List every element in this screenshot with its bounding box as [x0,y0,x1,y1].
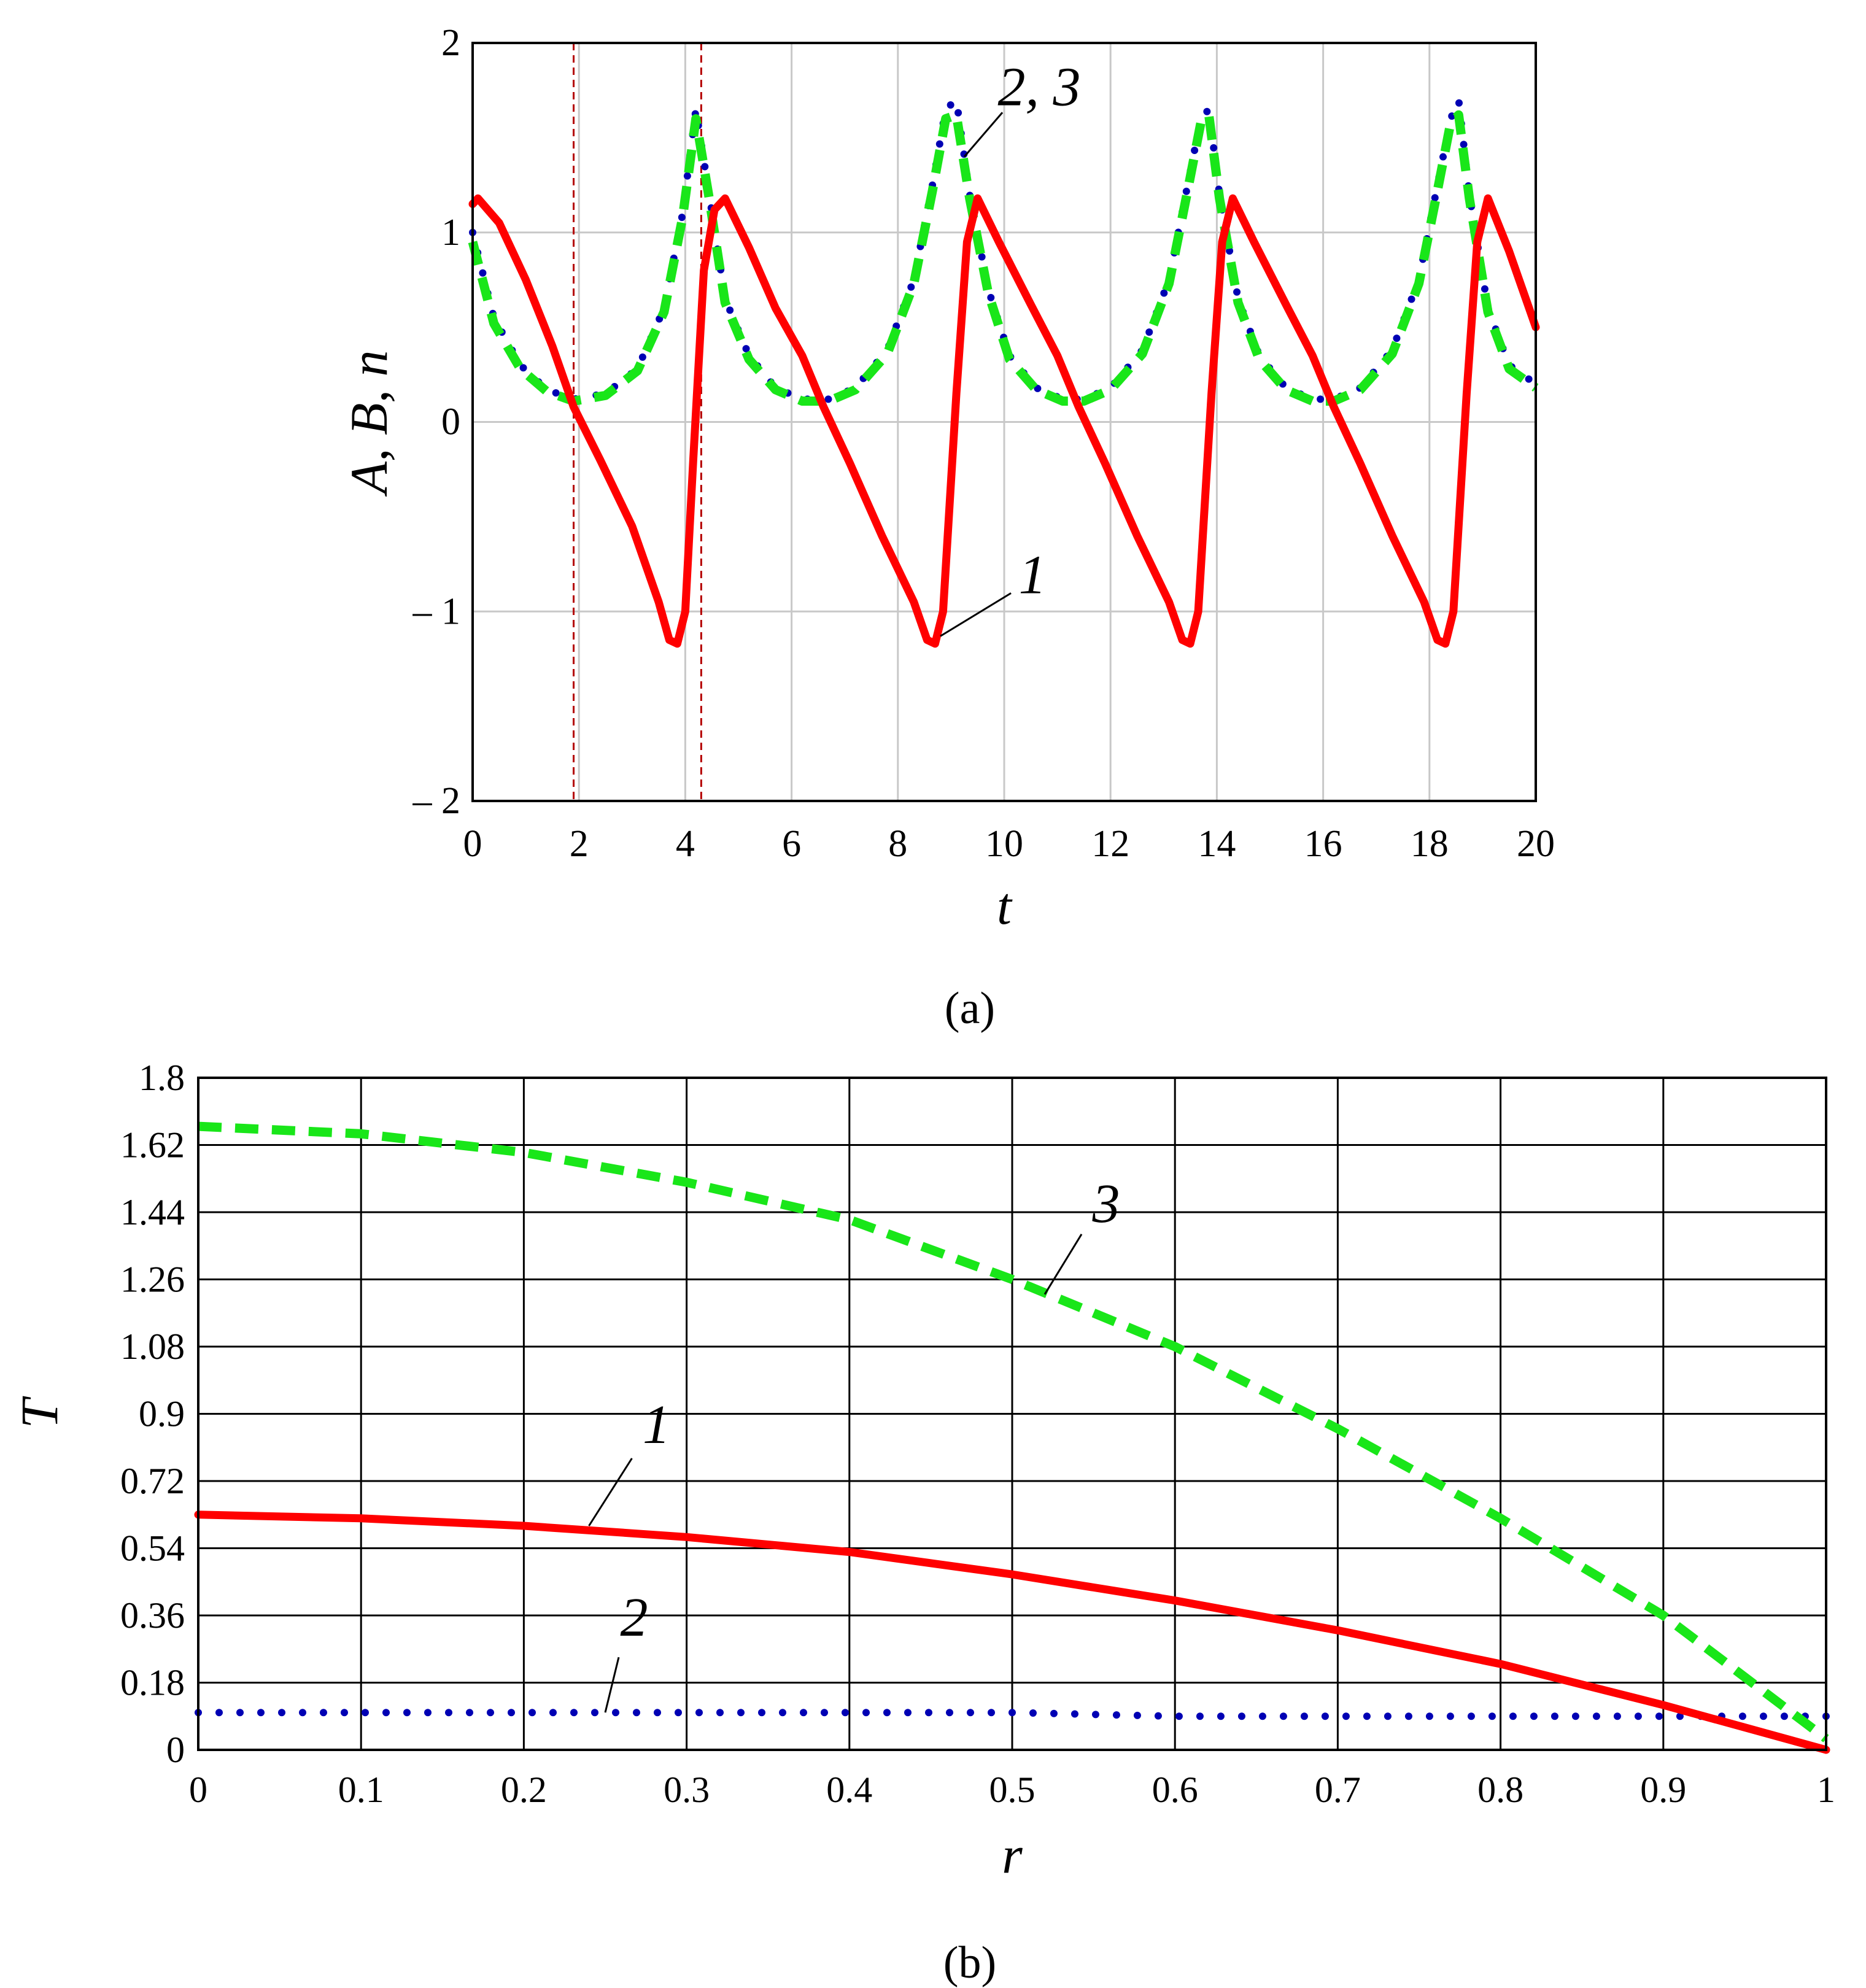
x-tick-label: 0 [463,823,482,865]
x-tick-label: 0.7 [1315,1769,1361,1810]
y-tick-label: 0.72 [120,1461,185,1501]
annotation-leader [604,1657,620,1713]
series-2-line [195,1709,1830,1720]
x-tick-label: 8 [888,823,907,865]
curve-label-3: 3 [1092,1174,1120,1234]
series-1-line [194,1510,1830,1754]
y-tick-label: 0.9 [139,1394,185,1434]
x-tick-label: 0.8 [1477,1769,1523,1810]
x-tick-label: 10 [985,823,1023,865]
x-tick-label: 20 [1517,823,1555,865]
y-tick-label: 0.54 [120,1528,185,1569]
y-tick-label: 0.36 [120,1595,185,1636]
x-tick-label: 12 [1091,823,1129,865]
series-3-line [468,110,1539,406]
curve-label-1: 1 [643,1394,670,1455]
x-tick-label: 4 [676,823,695,865]
annotation-leader [963,112,1004,158]
x-tick-label: 18 [1411,823,1449,865]
x-tick-label: 0.9 [1640,1769,1686,1810]
x-tick-label: 1 [1817,1769,1835,1810]
y-tick-label: 2 [441,22,460,64]
x-tick-label: 6 [782,823,801,865]
x-tick-label: 2 [570,823,589,865]
y-tick-label: 1.62 [120,1125,185,1166]
y-tick-label: 1.44 [120,1192,185,1232]
x-tick-label: 16 [1304,823,1342,865]
plot-frame [197,1077,1827,1751]
x-tick-label: 0.3 [664,1769,710,1810]
y-axis-label: A, B, n [339,350,398,497]
annotation-leader [1043,1234,1083,1295]
caption-a: (a) [945,983,995,1034]
chart-b: 0 0.1 0.2 0.3 0.4 0.5 0.6 0.7 0.8 0.9 1 0 0.18 0.36 0.… [10,1058,1835,1884]
y-tick-label: – 2 [412,780,461,822]
x-tick-label: 0 [189,1769,207,1810]
x-tick-label: 0.5 [989,1769,1036,1810]
x-tick-label: 14 [1198,823,1236,865]
caption-b: (b) [943,1938,996,1988]
series-1-line [468,194,1540,648]
y-tick-label: 0 [166,1730,185,1770]
y-tick-label: 1.8 [139,1058,185,1098]
curve-label-2: 2 [621,1587,648,1648]
series-3-line [198,1121,1829,1742]
y-tick-label: 0 [441,401,460,443]
y-tick-label: 1.08 [120,1326,185,1367]
y-tick-label: 1 [441,212,460,253]
curve-label-2--3: 2, 3 [998,56,1081,117]
x-tick-label: 0.2 [501,1769,547,1810]
y-tick-label: 0.18 [120,1663,185,1703]
plot-frame [471,42,1537,802]
x-axis-label: r [1002,1825,1023,1884]
x-tick-label: 0.6 [1152,1769,1198,1810]
y-tick-label: 1.26 [120,1259,185,1300]
y-tick-label: – 1 [412,590,461,632]
x-tick-label: 0.4 [826,1769,872,1810]
y-axis-label: T [10,1396,69,1428]
annotation-leader [588,1458,633,1526]
curve-label-1: 1 [1019,544,1047,605]
annotation-leader [940,592,1012,637]
x-axis-label: t [997,876,1013,935]
x-tick-label: 0.1 [338,1769,384,1810]
